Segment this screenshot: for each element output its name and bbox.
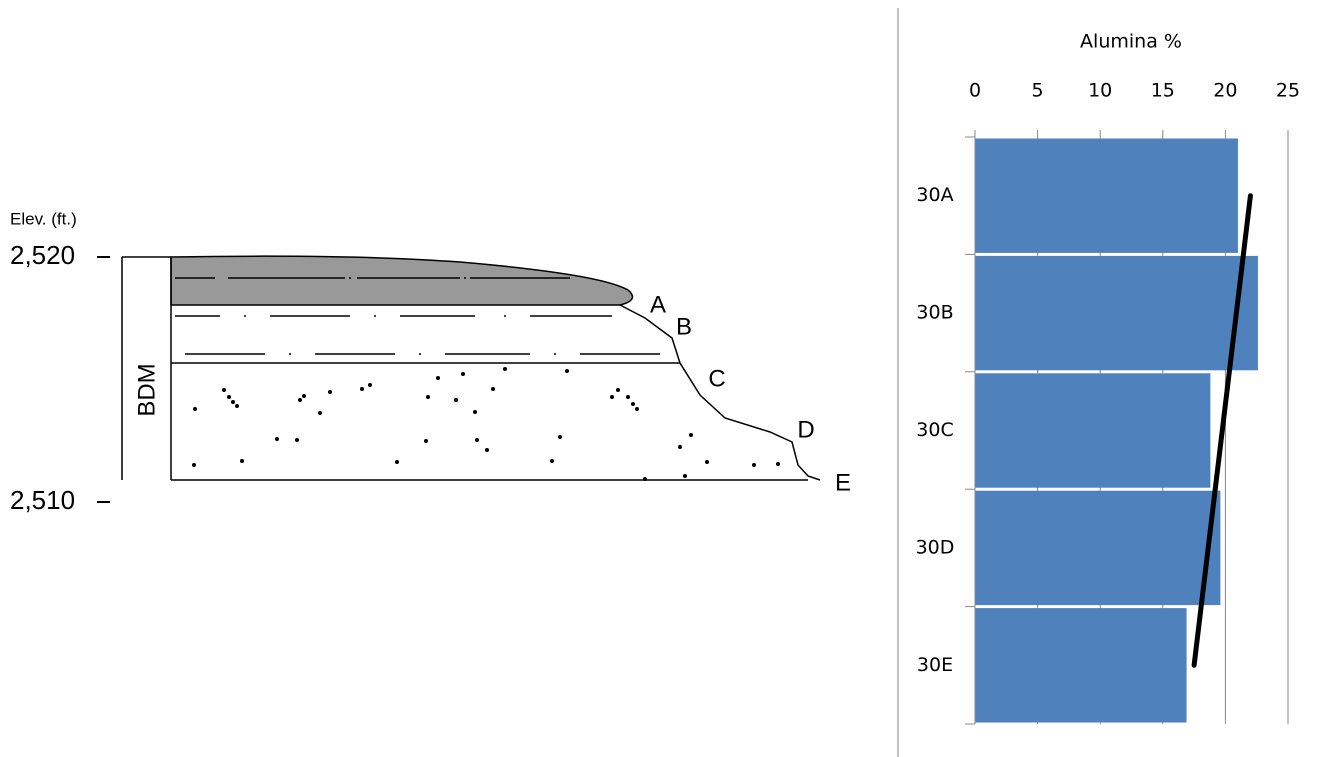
cross-section: Elev. (ft.) BDM [10, 209, 821, 481]
point-label: E [835, 469, 851, 496]
bar [975, 255, 1258, 371]
cliff-profile [619, 304, 821, 481]
point-label: A [650, 291, 666, 318]
point-label: C [708, 365, 725, 392]
chart-title: Alumina % [1080, 31, 1182, 53]
bar [975, 490, 1221, 606]
point-label: D [797, 416, 814, 443]
x-tick-label: 25 [1276, 80, 1300, 102]
x-tick-label: 5 [1032, 80, 1044, 102]
bar [975, 373, 1211, 488]
x-tick-label: 20 [1213, 80, 1237, 102]
x-tick-label: 10 [1088, 80, 1112, 102]
y-tick-label: 30B [916, 302, 953, 324]
gravel-dots [192, 367, 780, 481]
elevation-tick-label: 2,520 [10, 240, 75, 270]
elevation-label: Elev. (ft.) [10, 209, 77, 228]
x-tick-label: 15 [1151, 80, 1175, 102]
unit-label: BDM [133, 363, 160, 416]
elevation-tick-label: 2,510 [10, 485, 75, 515]
bar [975, 608, 1187, 723]
trendline [1191, 193, 1253, 668]
x-tick-label: 0 [969, 80, 981, 102]
y-tick-label: 30A [916, 184, 953, 206]
gray-layer [170, 255, 634, 306]
point-label: B [676, 313, 692, 340]
bar-chart: Alumina % [897, 8, 1182, 757]
y-tick-label: 30E [917, 654, 953, 676]
bar [975, 138, 1238, 253]
y-tick-label: 30D [916, 536, 955, 558]
y-tick-label: 30C [916, 419, 953, 441]
